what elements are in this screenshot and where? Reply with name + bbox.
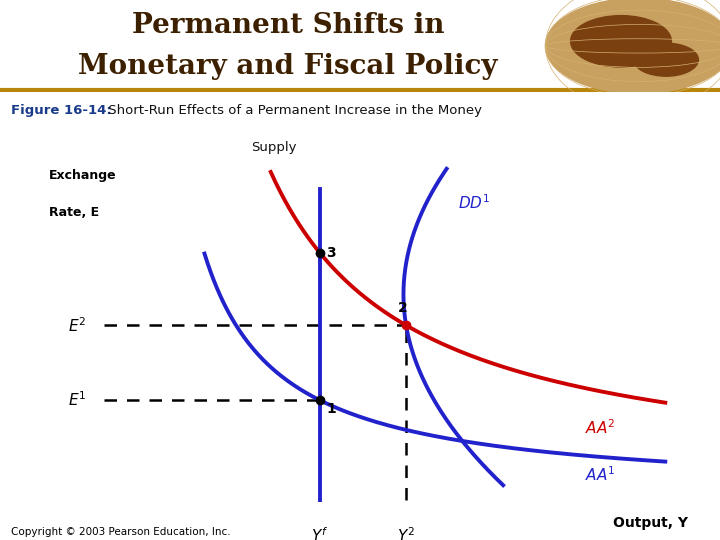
- Text: $E^2$: $E^2$: [68, 316, 86, 335]
- Circle shape: [634, 43, 698, 76]
- Text: Rate, E: Rate, E: [49, 206, 99, 219]
- Text: Permanent Shifts in: Permanent Shifts in: [132, 12, 444, 39]
- Text: Short-Run Effects of a Permanent Increase in the Money: Short-Run Effects of a Permanent Increas…: [104, 104, 482, 117]
- Text: Figure 16-14:: Figure 16-14:: [11, 104, 112, 117]
- Text: 3: 3: [327, 246, 336, 260]
- Text: Exchange: Exchange: [49, 169, 117, 182]
- Text: $E^1$: $E^1$: [68, 391, 86, 409]
- Circle shape: [546, 0, 720, 93]
- Text: Monetary and Fiscal Policy: Monetary and Fiscal Policy: [78, 52, 498, 79]
- Text: $Y^2$: $Y^2$: [397, 526, 415, 540]
- Text: $AA^1$: $AA^1$: [585, 465, 615, 484]
- Text: 1: 1: [327, 402, 336, 416]
- Text: $DD^1$: $DD^1$: [458, 193, 490, 212]
- Circle shape: [571, 16, 671, 67]
- Text: Copyright © 2003 Pearson Education, Inc.: Copyright © 2003 Pearson Education, Inc.: [11, 527, 230, 537]
- Text: Output, Y: Output, Y: [613, 516, 688, 530]
- Text: $AA^2$: $AA^2$: [585, 418, 615, 437]
- Text: 2: 2: [398, 301, 408, 315]
- Text: Supply: Supply: [251, 140, 297, 153]
- Text: $Y^f$: $Y^f$: [311, 526, 328, 540]
